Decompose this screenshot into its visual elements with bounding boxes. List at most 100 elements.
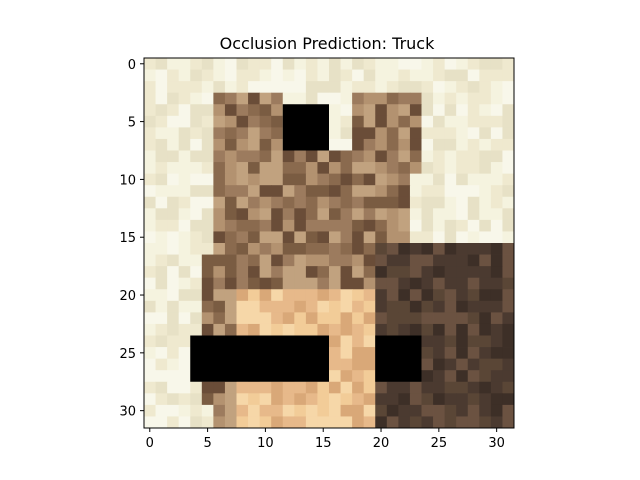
image-pixel <box>456 92 469 105</box>
image-pixel <box>433 81 446 94</box>
image-pixel <box>456 162 469 175</box>
image-pixel <box>352 69 365 82</box>
image-pixel <box>282 323 295 336</box>
image-pixel <box>155 393 168 406</box>
image-pixel <box>178 127 191 140</box>
image-pixel <box>340 335 353 348</box>
image-pixel <box>340 173 353 186</box>
image-pixel <box>224 208 237 221</box>
image-pixel <box>305 323 318 336</box>
image-pixel <box>479 231 492 244</box>
image-pixel <box>386 254 399 267</box>
image-pixel <box>201 277 214 290</box>
image-pixel <box>213 416 226 429</box>
image-pixel <box>167 266 180 279</box>
image-pixel <box>375 300 388 313</box>
image-pixel <box>305 312 318 325</box>
image-pixel <box>479 277 492 290</box>
image-pixel <box>386 92 399 105</box>
image-pixel <box>456 404 469 417</box>
image-pixel <box>340 312 353 325</box>
image-pixel <box>248 381 261 394</box>
image-pixel <box>317 92 330 105</box>
image-pixel <box>398 289 411 302</box>
image-pixel <box>178 208 191 221</box>
image-pixel <box>317 277 330 290</box>
image-pixel <box>224 138 237 151</box>
image-pixel <box>201 323 214 336</box>
image-pixel <box>479 127 492 140</box>
image-pixel <box>386 404 399 417</box>
image-pixel <box>467 208 480 221</box>
image-pixel <box>398 416 411 429</box>
image-pixel <box>490 162 503 175</box>
image-pixel <box>363 92 376 105</box>
image-pixel <box>467 381 480 394</box>
image-pixel <box>375 254 388 267</box>
image-pixel <box>421 393 434 406</box>
image-pixel <box>340 150 353 163</box>
image-pixel <box>155 370 168 383</box>
image-pixel <box>294 219 307 232</box>
image-pixel <box>282 81 295 94</box>
image-pixel <box>236 266 249 279</box>
image-pixel <box>433 231 446 244</box>
image-pixel <box>340 289 353 302</box>
image-pixel <box>305 404 318 417</box>
image-pixel <box>421 69 434 82</box>
image-pixel <box>236 173 249 186</box>
image-pixel <box>271 254 284 267</box>
image-pixel <box>190 69 203 82</box>
image-pixel <box>340 300 353 313</box>
image-pixel <box>213 323 226 336</box>
image-pixel <box>294 381 307 394</box>
image-pixel <box>433 196 446 209</box>
image-pixel <box>490 266 503 279</box>
image-pixel <box>236 69 249 82</box>
image-pixel <box>444 300 457 313</box>
image-pixel <box>433 404 446 417</box>
image-pixel <box>224 162 237 175</box>
image-pixel <box>502 393 515 406</box>
image-pixel <box>201 266 214 279</box>
image-pixel <box>190 312 203 325</box>
image-pixel <box>363 277 376 290</box>
image-pixel <box>340 277 353 290</box>
image-pixel <box>178 231 191 244</box>
image-pixel <box>363 219 376 232</box>
image-pixel <box>155 127 168 140</box>
y-tick-label: 0 <box>128 58 136 73</box>
image-pixel <box>190 277 203 290</box>
image-pixel <box>167 243 180 255</box>
image-pixel <box>271 277 284 290</box>
image-pixel <box>144 150 156 163</box>
image-pixel <box>352 92 365 105</box>
image-pixel <box>167 104 180 117</box>
image-pixel <box>213 300 226 313</box>
image-pixel <box>201 289 214 302</box>
image-pixel <box>317 381 330 394</box>
image-pixel <box>375 138 388 151</box>
image-pixel <box>386 196 399 209</box>
image-pixel <box>456 115 469 128</box>
image-pixel <box>144 138 156 151</box>
image-pixel <box>409 323 422 336</box>
y-tick-label: 15 <box>119 231 136 246</box>
image-pixel <box>375 115 388 128</box>
image-pixel <box>144 266 156 279</box>
image-pixel <box>317 254 330 267</box>
image-pixel <box>479 162 492 175</box>
x-tick-label: 15 <box>315 436 332 451</box>
image-pixel <box>456 254 469 267</box>
image-pixel <box>409 416 422 429</box>
image-pixel <box>444 404 457 417</box>
image-pixel <box>444 208 457 221</box>
image-pixel <box>236 381 249 394</box>
image-pixel <box>444 347 457 360</box>
image-pixel <box>467 150 480 163</box>
image-pixel <box>155 219 168 232</box>
image-pixel <box>201 173 214 186</box>
image-pixel <box>444 358 457 371</box>
image-pixel <box>167 404 180 417</box>
image-pixel <box>271 289 284 302</box>
